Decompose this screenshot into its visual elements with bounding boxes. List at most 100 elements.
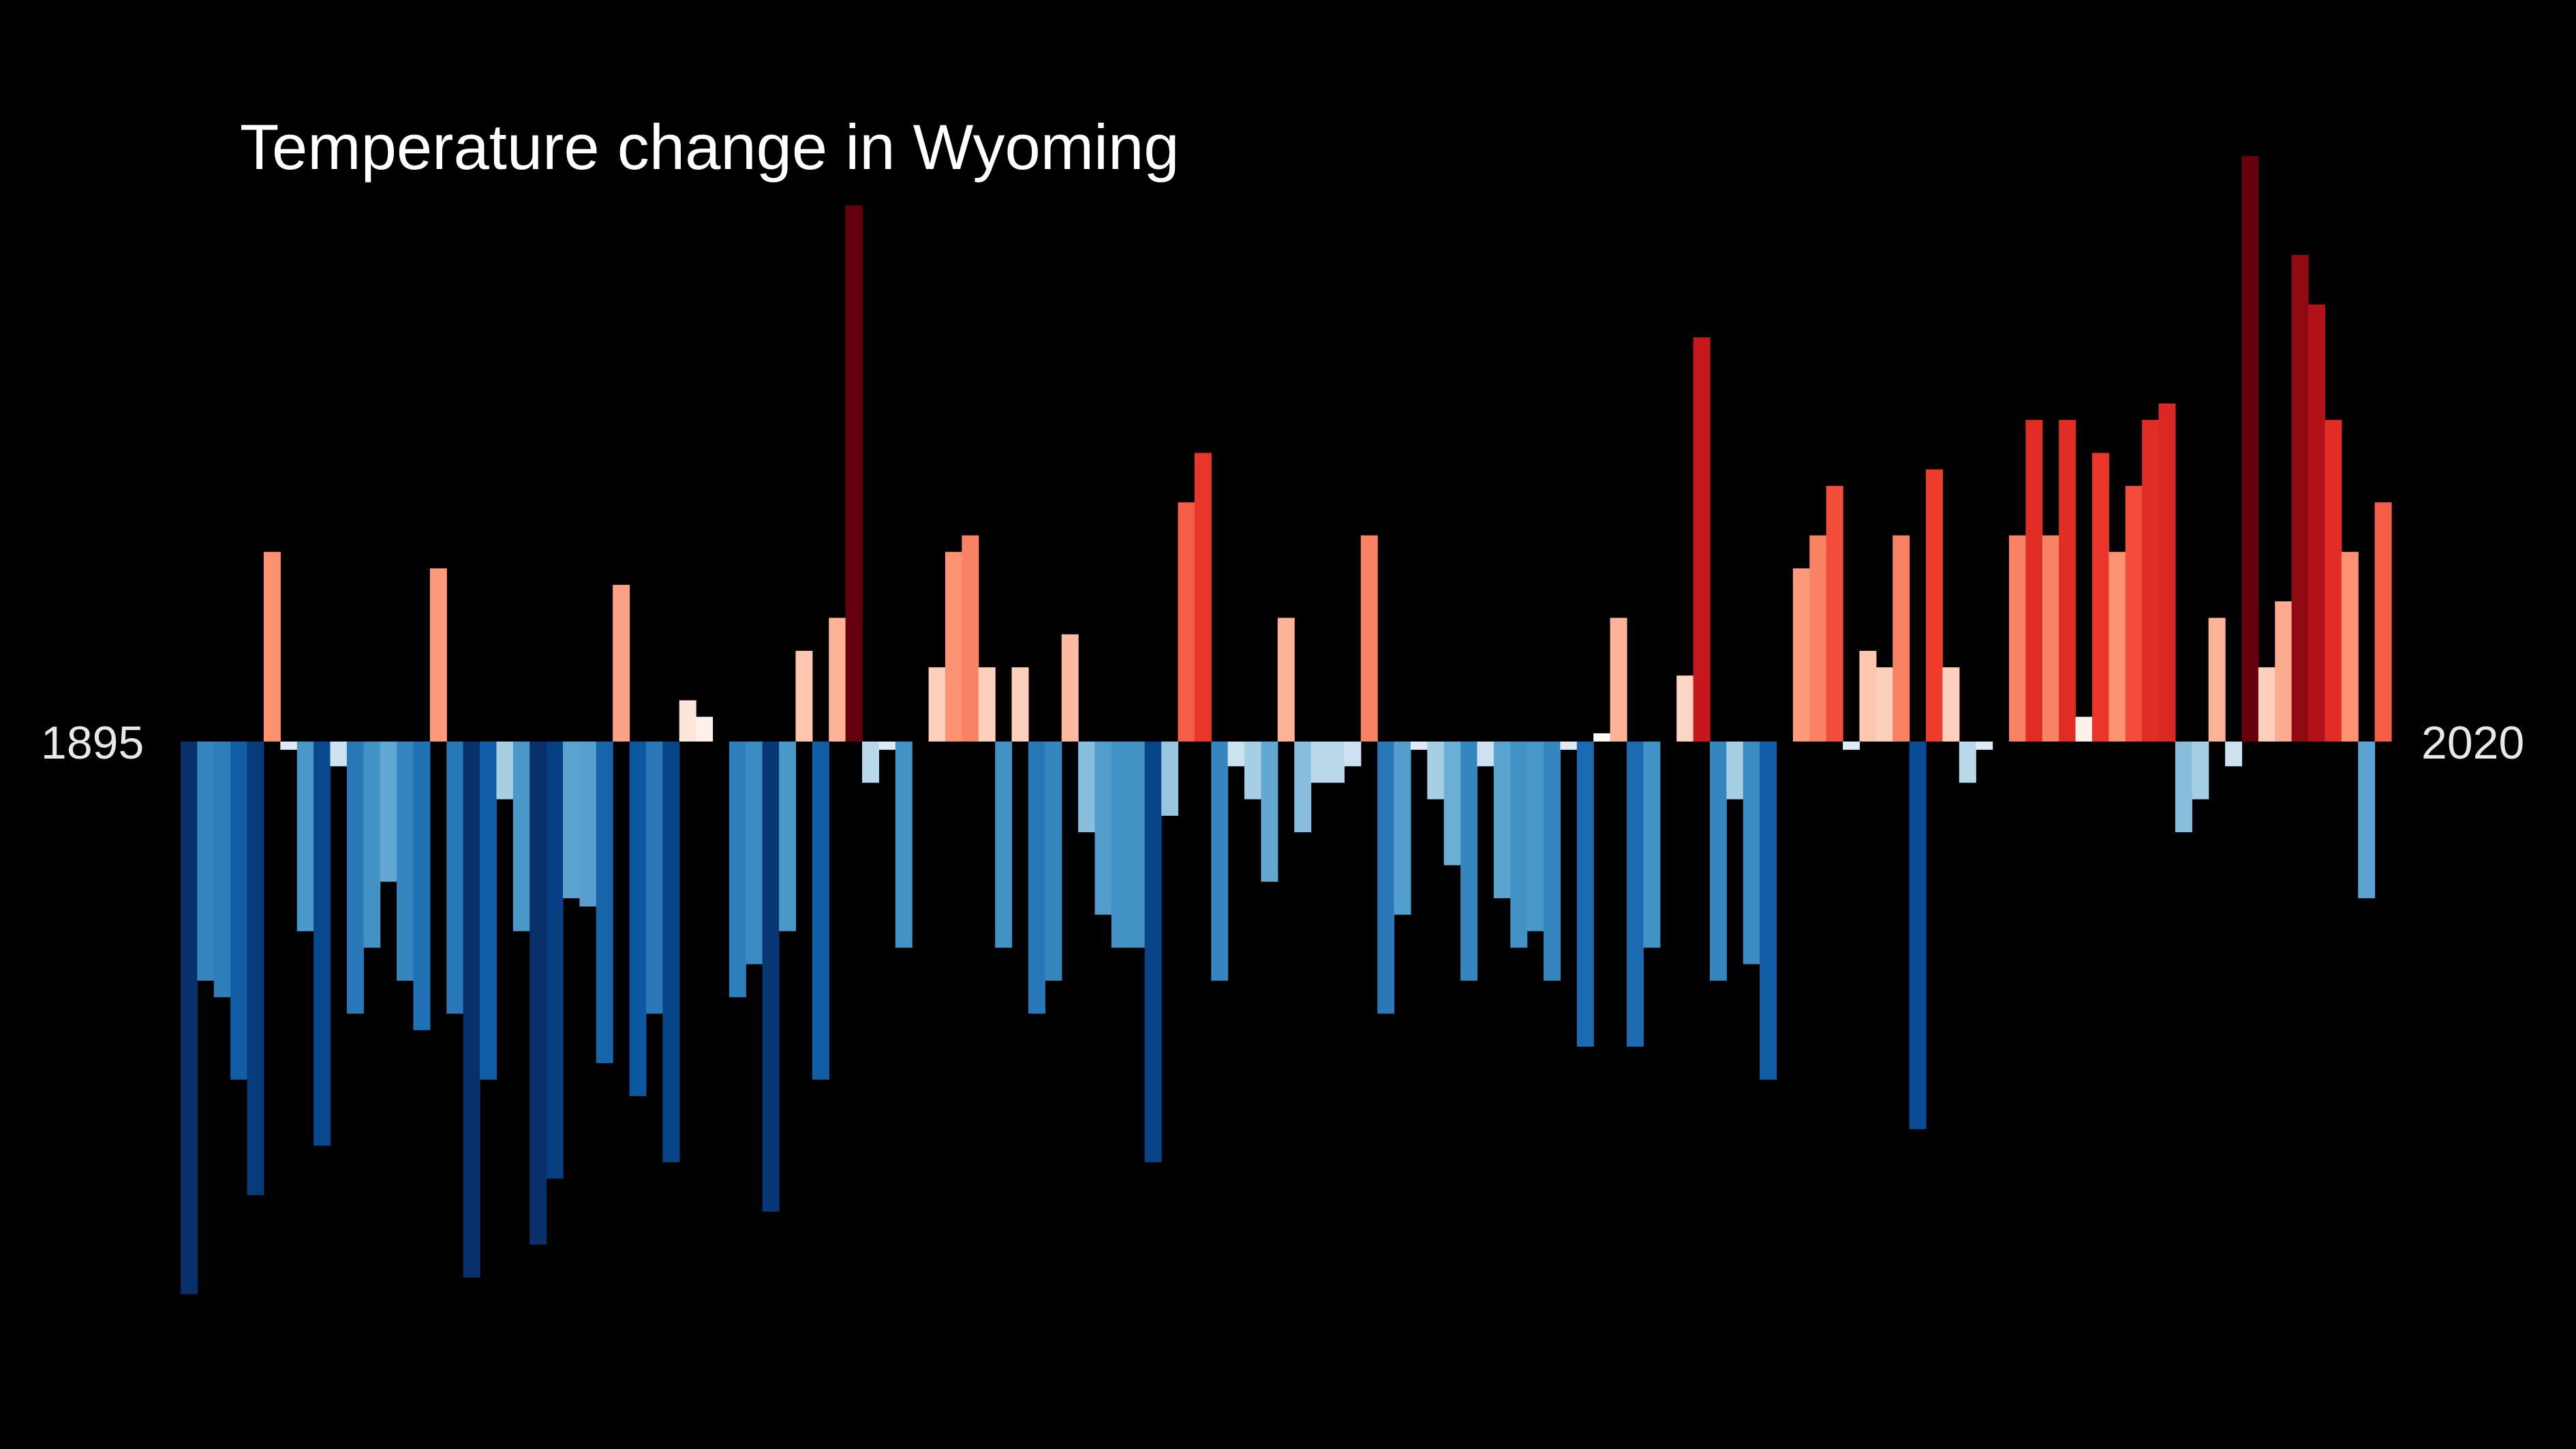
bar-2020 [2258, 667, 2275, 742]
bar-1997 [1875, 667, 1893, 742]
bar-2023 [2308, 304, 2326, 742]
bar-1987 [1709, 742, 1727, 981]
bar-1909 [413, 742, 431, 1031]
bar-1979 [1576, 742, 1594, 1047]
bar-1937 [878, 742, 896, 750]
bar-1962 [1294, 742, 1312, 833]
bar-2013 [2142, 420, 2160, 742]
bar-1895 [181, 742, 198, 1294]
bar-1946 [1028, 742, 1045, 1014]
bar-1941 [945, 551, 962, 742]
bar-1983 [1643, 742, 1661, 948]
bar-1901 [280, 742, 298, 750]
bar-1912 [463, 742, 480, 1278]
bar-2009 [2075, 716, 2093, 742]
bar-1931 [779, 742, 797, 932]
bar-1904 [330, 742, 348, 767]
bar-2014 [2158, 403, 2176, 742]
bar-1973 [1477, 742, 1494, 767]
bar-2016 [2192, 742, 2209, 799]
bar-1903 [313, 742, 331, 1146]
bar-1971 [1443, 742, 1461, 866]
bar-1995 [1843, 742, 1860, 750]
bar-2018 [2225, 742, 2243, 767]
bar-2017 [2208, 617, 2226, 742]
bar-1998 [1892, 535, 1910, 742]
bar-2001 [1942, 667, 1960, 742]
bar-1918 [562, 742, 580, 898]
bar-1989 [1743, 742, 1760, 964]
bar-1924 [662, 742, 680, 1163]
bar-1917 [546, 742, 564, 1179]
bar-1907 [380, 742, 397, 882]
bar-1950 [1094, 742, 1112, 915]
bar-1923 [645, 742, 663, 1014]
start-year-label: 1895 [41, 717, 144, 769]
bar-1919 [579, 742, 597, 906]
bar-1938 [895, 742, 913, 948]
bar-1961 [1277, 617, 1295, 742]
bar-1993 [1809, 535, 1827, 742]
bar-1910 [429, 568, 447, 742]
bar-1969 [1410, 742, 1428, 750]
bar-2024 [2325, 420, 2342, 742]
bar-1899 [247, 742, 264, 1195]
bar-1985 [1676, 675, 1694, 742]
bar-1926 [696, 716, 714, 742]
bar-1932 [795, 650, 813, 742]
bar-1914 [496, 742, 514, 799]
bar-1913 [480, 742, 497, 1080]
bar-1957 [1211, 742, 1229, 981]
bar-1902 [296, 742, 314, 932]
bar-1905 [346, 742, 364, 1014]
bar-2003 [1976, 742, 1993, 750]
bar-2002 [1959, 742, 1976, 783]
bar-1968 [1394, 742, 1411, 915]
bar-2026 [2358, 742, 2376, 898]
bar-1956 [1194, 453, 1212, 742]
bar-1976 [1527, 742, 1544, 932]
bar-1953 [1144, 742, 1162, 1163]
bar-1944 [995, 742, 1013, 948]
bar-2025 [2341, 551, 2359, 742]
bar-1911 [446, 742, 464, 1014]
bar-1940 [928, 667, 946, 742]
bar-1955 [1178, 502, 1195, 742]
bar-1967 [1377, 742, 1395, 1014]
bar-1949 [1078, 742, 1096, 833]
bar-1943 [978, 667, 996, 742]
bar-1929 [746, 742, 763, 964]
bar-1972 [1460, 742, 1478, 981]
bar-2007 [2042, 535, 2059, 742]
bar-1945 [1011, 667, 1029, 742]
bar-1982 [1627, 742, 1644, 1047]
bar-1965 [1344, 742, 1362, 767]
bar-1988 [1726, 742, 1744, 799]
bar-2000 [1926, 469, 1944, 742]
bar-1986 [1693, 337, 1711, 742]
bar-2019 [2241, 155, 2259, 742]
bar-1942 [962, 535, 979, 742]
bar-1975 [1510, 742, 1528, 948]
bar-1952 [1128, 742, 1146, 948]
bar-1963 [1310, 742, 1328, 783]
bar-1978 [1560, 742, 1578, 750]
bar-1996 [1859, 650, 1877, 742]
bar-2008 [2059, 420, 2076, 742]
bar-1933 [812, 742, 829, 1080]
bar-1897 [213, 742, 231, 998]
chart-title: Temperature change in Wyoming [240, 111, 1180, 183]
bar-1981 [1610, 617, 1627, 742]
bar-1908 [397, 742, 414, 981]
bar-2012 [2125, 485, 2143, 742]
bar-1930 [762, 742, 780, 1212]
bar-1960 [1261, 742, 1278, 882]
bar-1959 [1244, 742, 1262, 799]
bar-1916 [530, 742, 547, 1245]
bar-1951 [1111, 742, 1129, 948]
bar-1994 [1826, 485, 1843, 742]
bar-1990 [1760, 742, 1777, 1080]
bar-2005 [2009, 535, 2026, 742]
bar-1900 [263, 551, 281, 742]
